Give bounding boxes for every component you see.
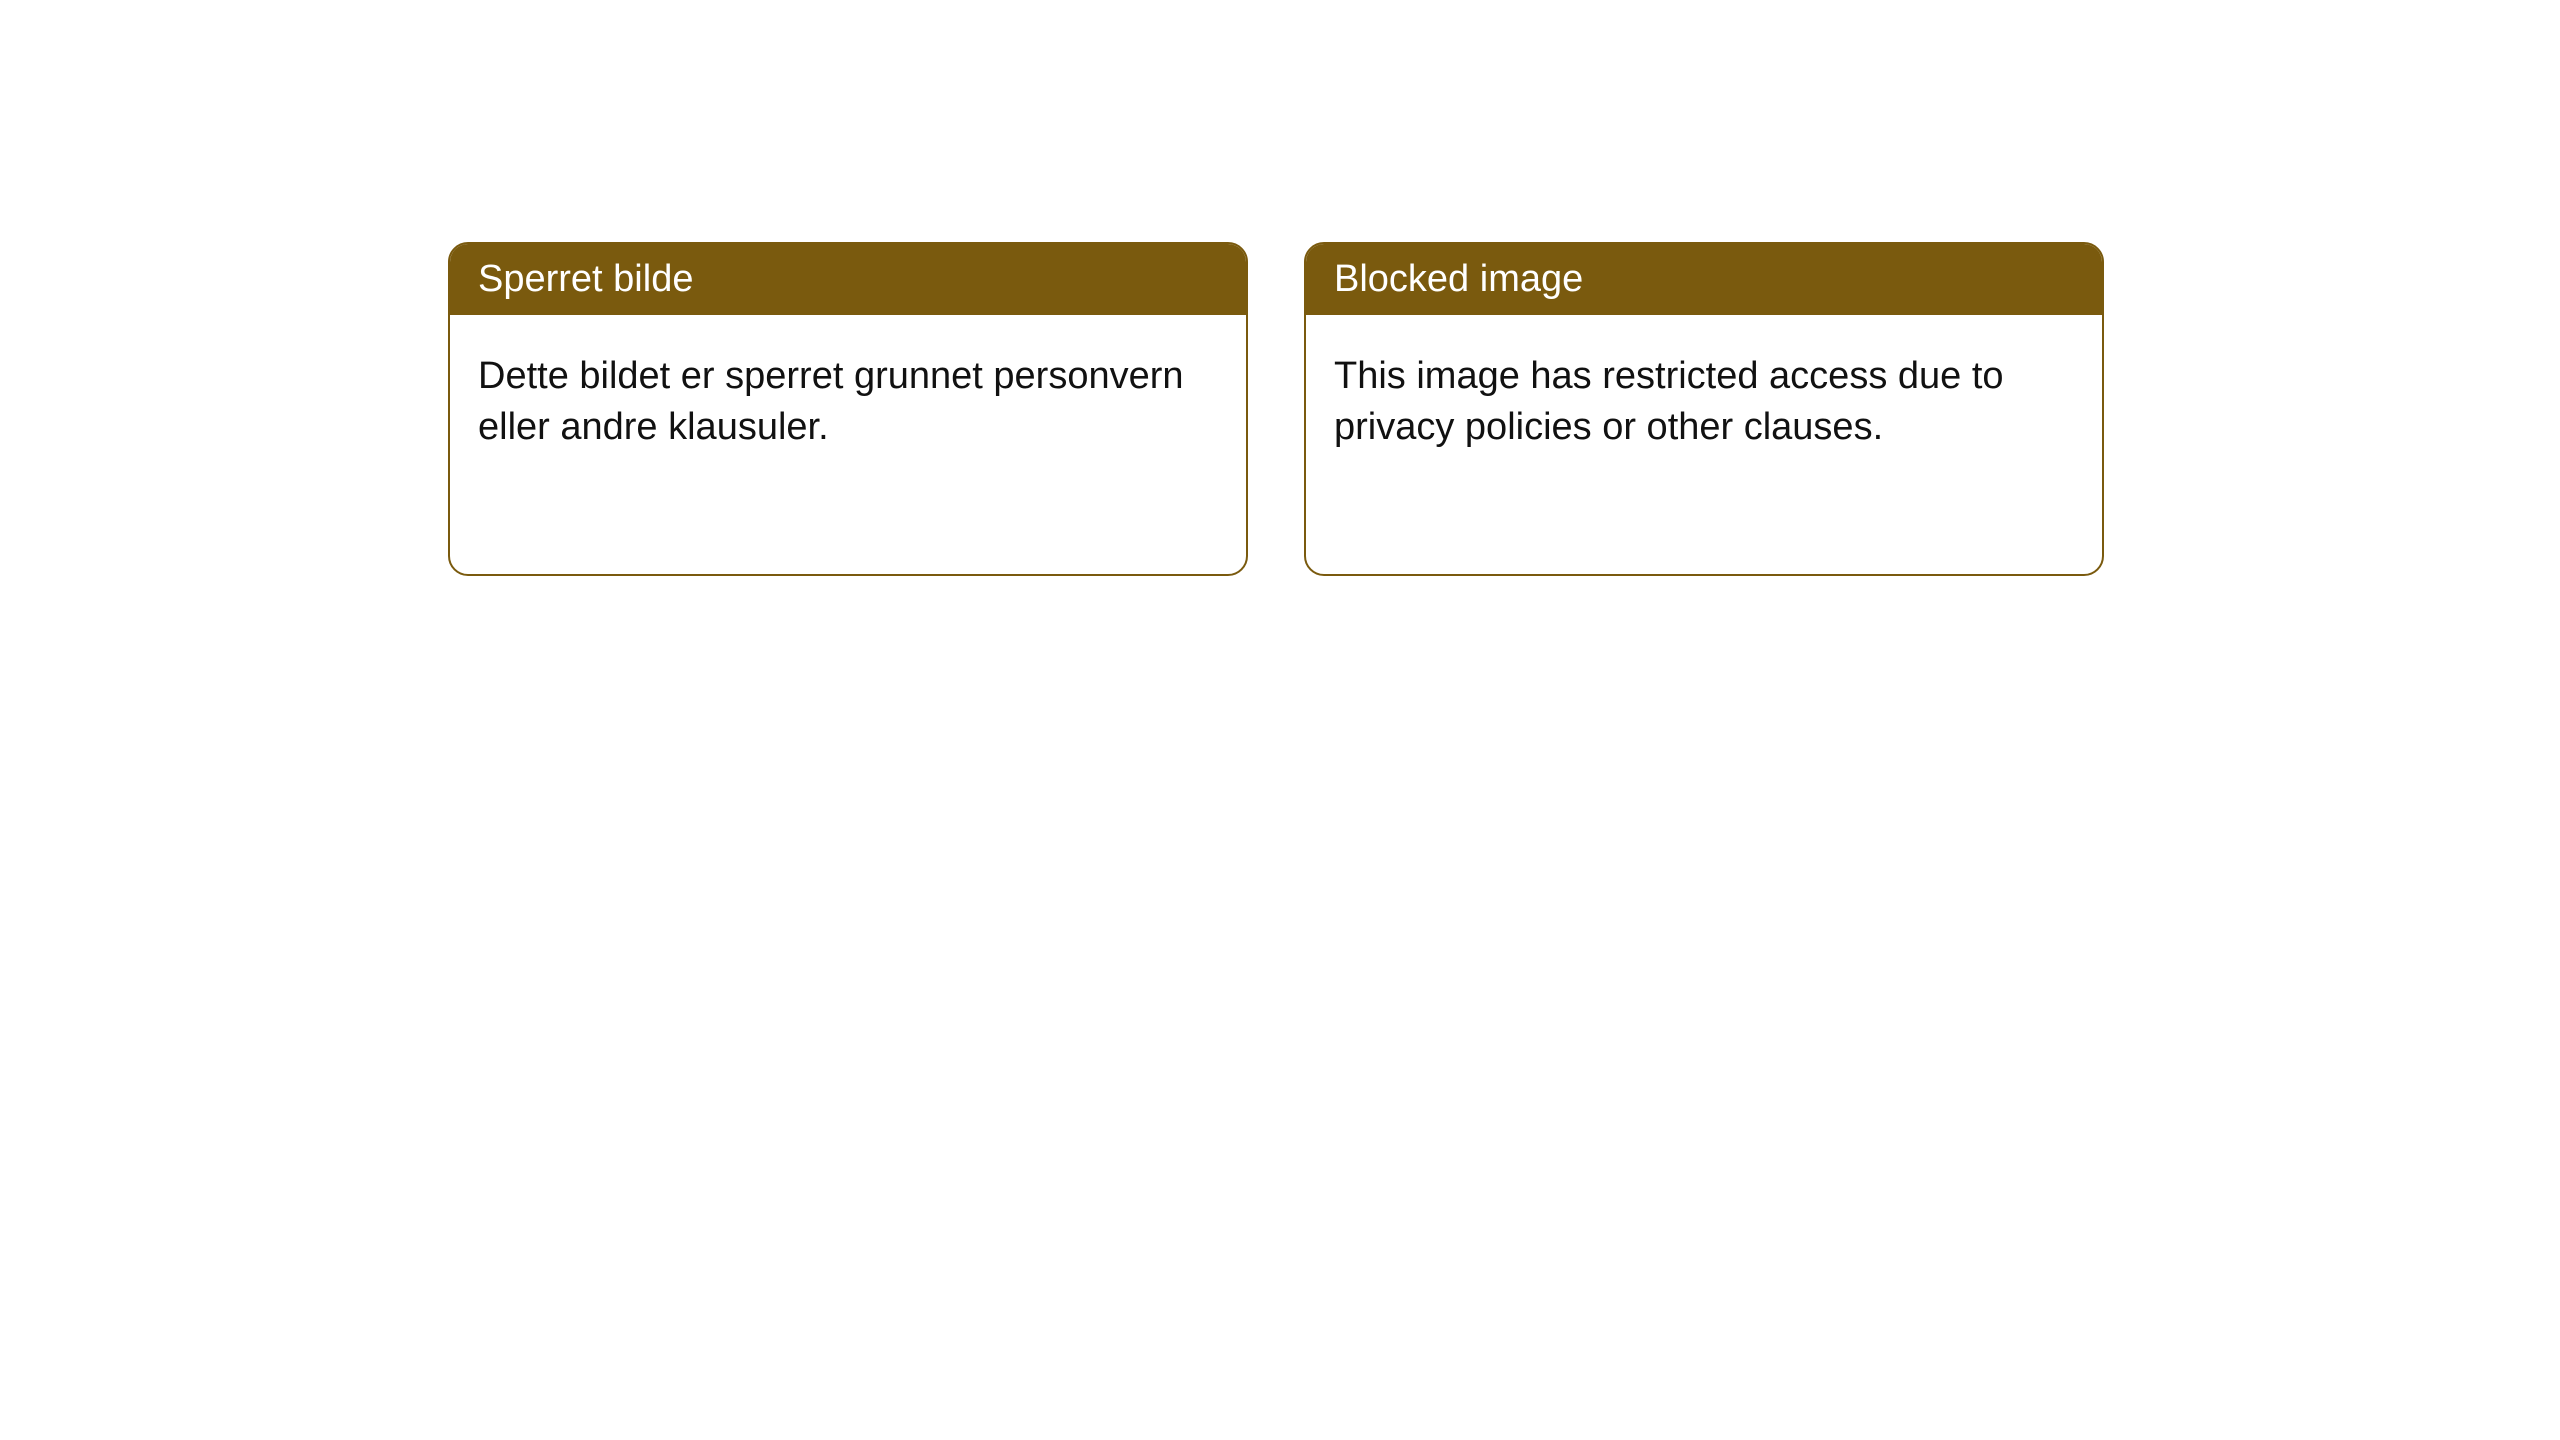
- notice-card-body-no: Dette bildet er sperret grunnet personve…: [450, 315, 1246, 490]
- notice-card-en: Blocked image This image has restricted …: [1304, 242, 2104, 576]
- notice-card-no: Sperret bilde Dette bildet er sperret gr…: [448, 242, 1248, 576]
- notice-card-body-en: This image has restricted access due to …: [1306, 315, 2102, 490]
- notice-card-title-en: Blocked image: [1306, 244, 2102, 315]
- notice-card-title-no: Sperret bilde: [450, 244, 1246, 315]
- notice-cards-container: Sperret bilde Dette bildet er sperret gr…: [448, 242, 2104, 576]
